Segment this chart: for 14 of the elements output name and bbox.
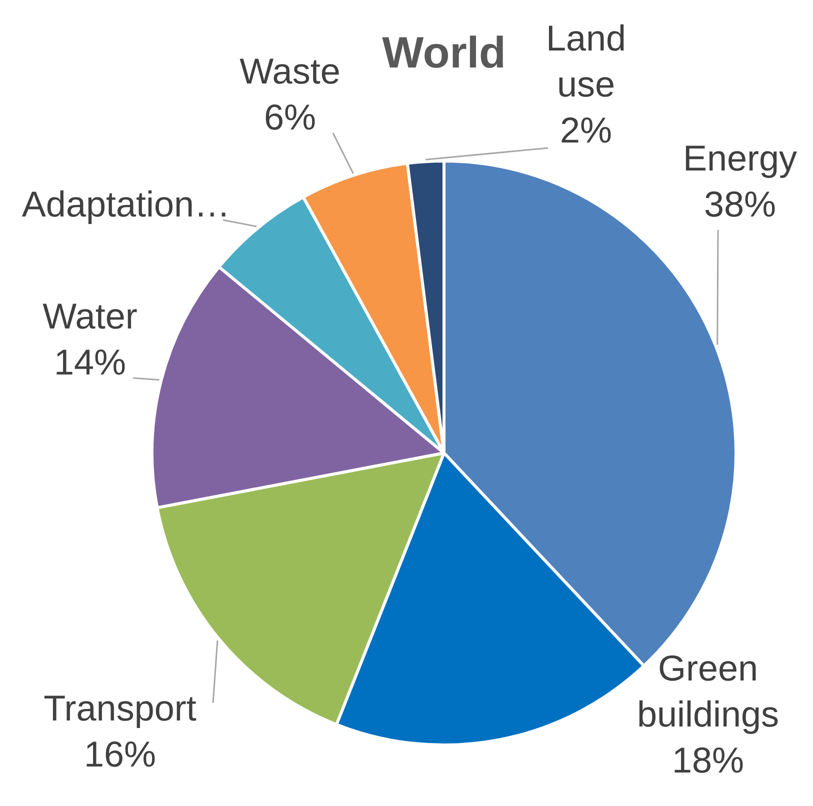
data-label: 2% [560,110,612,151]
slice-label: Green buildings [636,648,780,735]
slice-label: Water [42,296,138,337]
slice-label: Energy [682,138,798,179]
data-label: 14% [54,342,126,383]
data-label: 16% [84,734,156,775]
slice-label: Transport [44,688,196,729]
data-label: 18% [672,740,744,781]
slice-label: Land use [546,18,626,105]
slice-label: Adaptation… [22,184,230,225]
data-label: 6% [264,96,316,138]
slice-label: Waste [240,50,340,92]
chart-title: World [382,28,506,78]
data-label: 38% [704,184,776,225]
